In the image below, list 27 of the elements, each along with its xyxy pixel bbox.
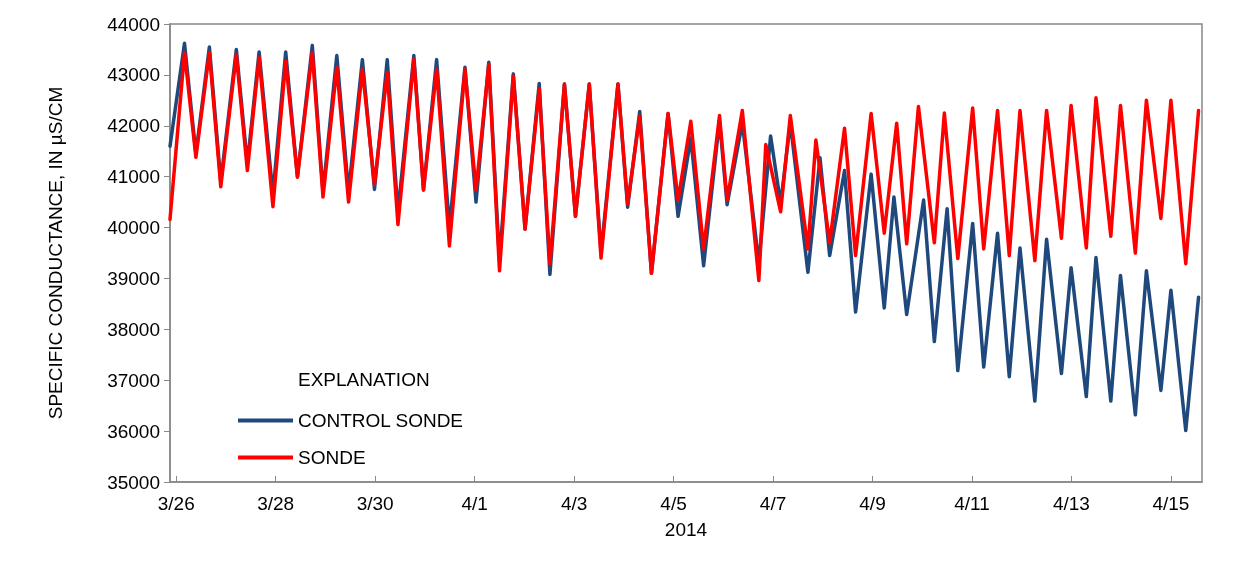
line-series <box>168 50 1201 283</box>
y-tick-label: 40000 <box>107 217 160 239</box>
x-tick-label: 3/28 <box>257 493 295 514</box>
x-tick-label: 3/26 <box>157 493 195 514</box>
y-tick-label: 38000 <box>107 318 160 340</box>
x-tick-label: 4/9 <box>859 493 886 514</box>
legend-label: CONTROL SONDE <box>298 410 464 431</box>
y-tick-label: 37000 <box>107 369 160 391</box>
y-tick-label: 36000 <box>107 420 160 442</box>
legend-label: SONDE <box>298 447 366 468</box>
x-tick-label: 4/3 <box>560 493 588 514</box>
y-tick-label: 35000 <box>107 471 160 493</box>
x-tick-label: 4/7 <box>759 493 787 514</box>
y-axis-title: SPECIFIC CONDUCTANCE, IN µS/CM <box>45 86 66 420</box>
y-tick-label: 44000 <box>107 13 160 35</box>
y-tick-label: 43000 <box>107 64 160 86</box>
y-tick-label: 42000 <box>107 115 160 137</box>
y-tick-label: 39000 <box>107 267 160 289</box>
x-tick-label: 4/13 <box>1052 493 1090 514</box>
y-tick-label: 41000 <box>107 166 160 188</box>
x-tick-label: 3/30 <box>356 493 394 514</box>
x-tick-label: 4/11 <box>954 493 990 514</box>
x-tick-label: 4/1 <box>461 493 488 514</box>
x-tick-label: 4/15 <box>1152 493 1190 514</box>
x-axis-title: 2014 <box>664 519 708 540</box>
legend-title: EXPLANATION <box>298 369 430 390</box>
x-tick-label: 4/5 <box>660 493 687 514</box>
